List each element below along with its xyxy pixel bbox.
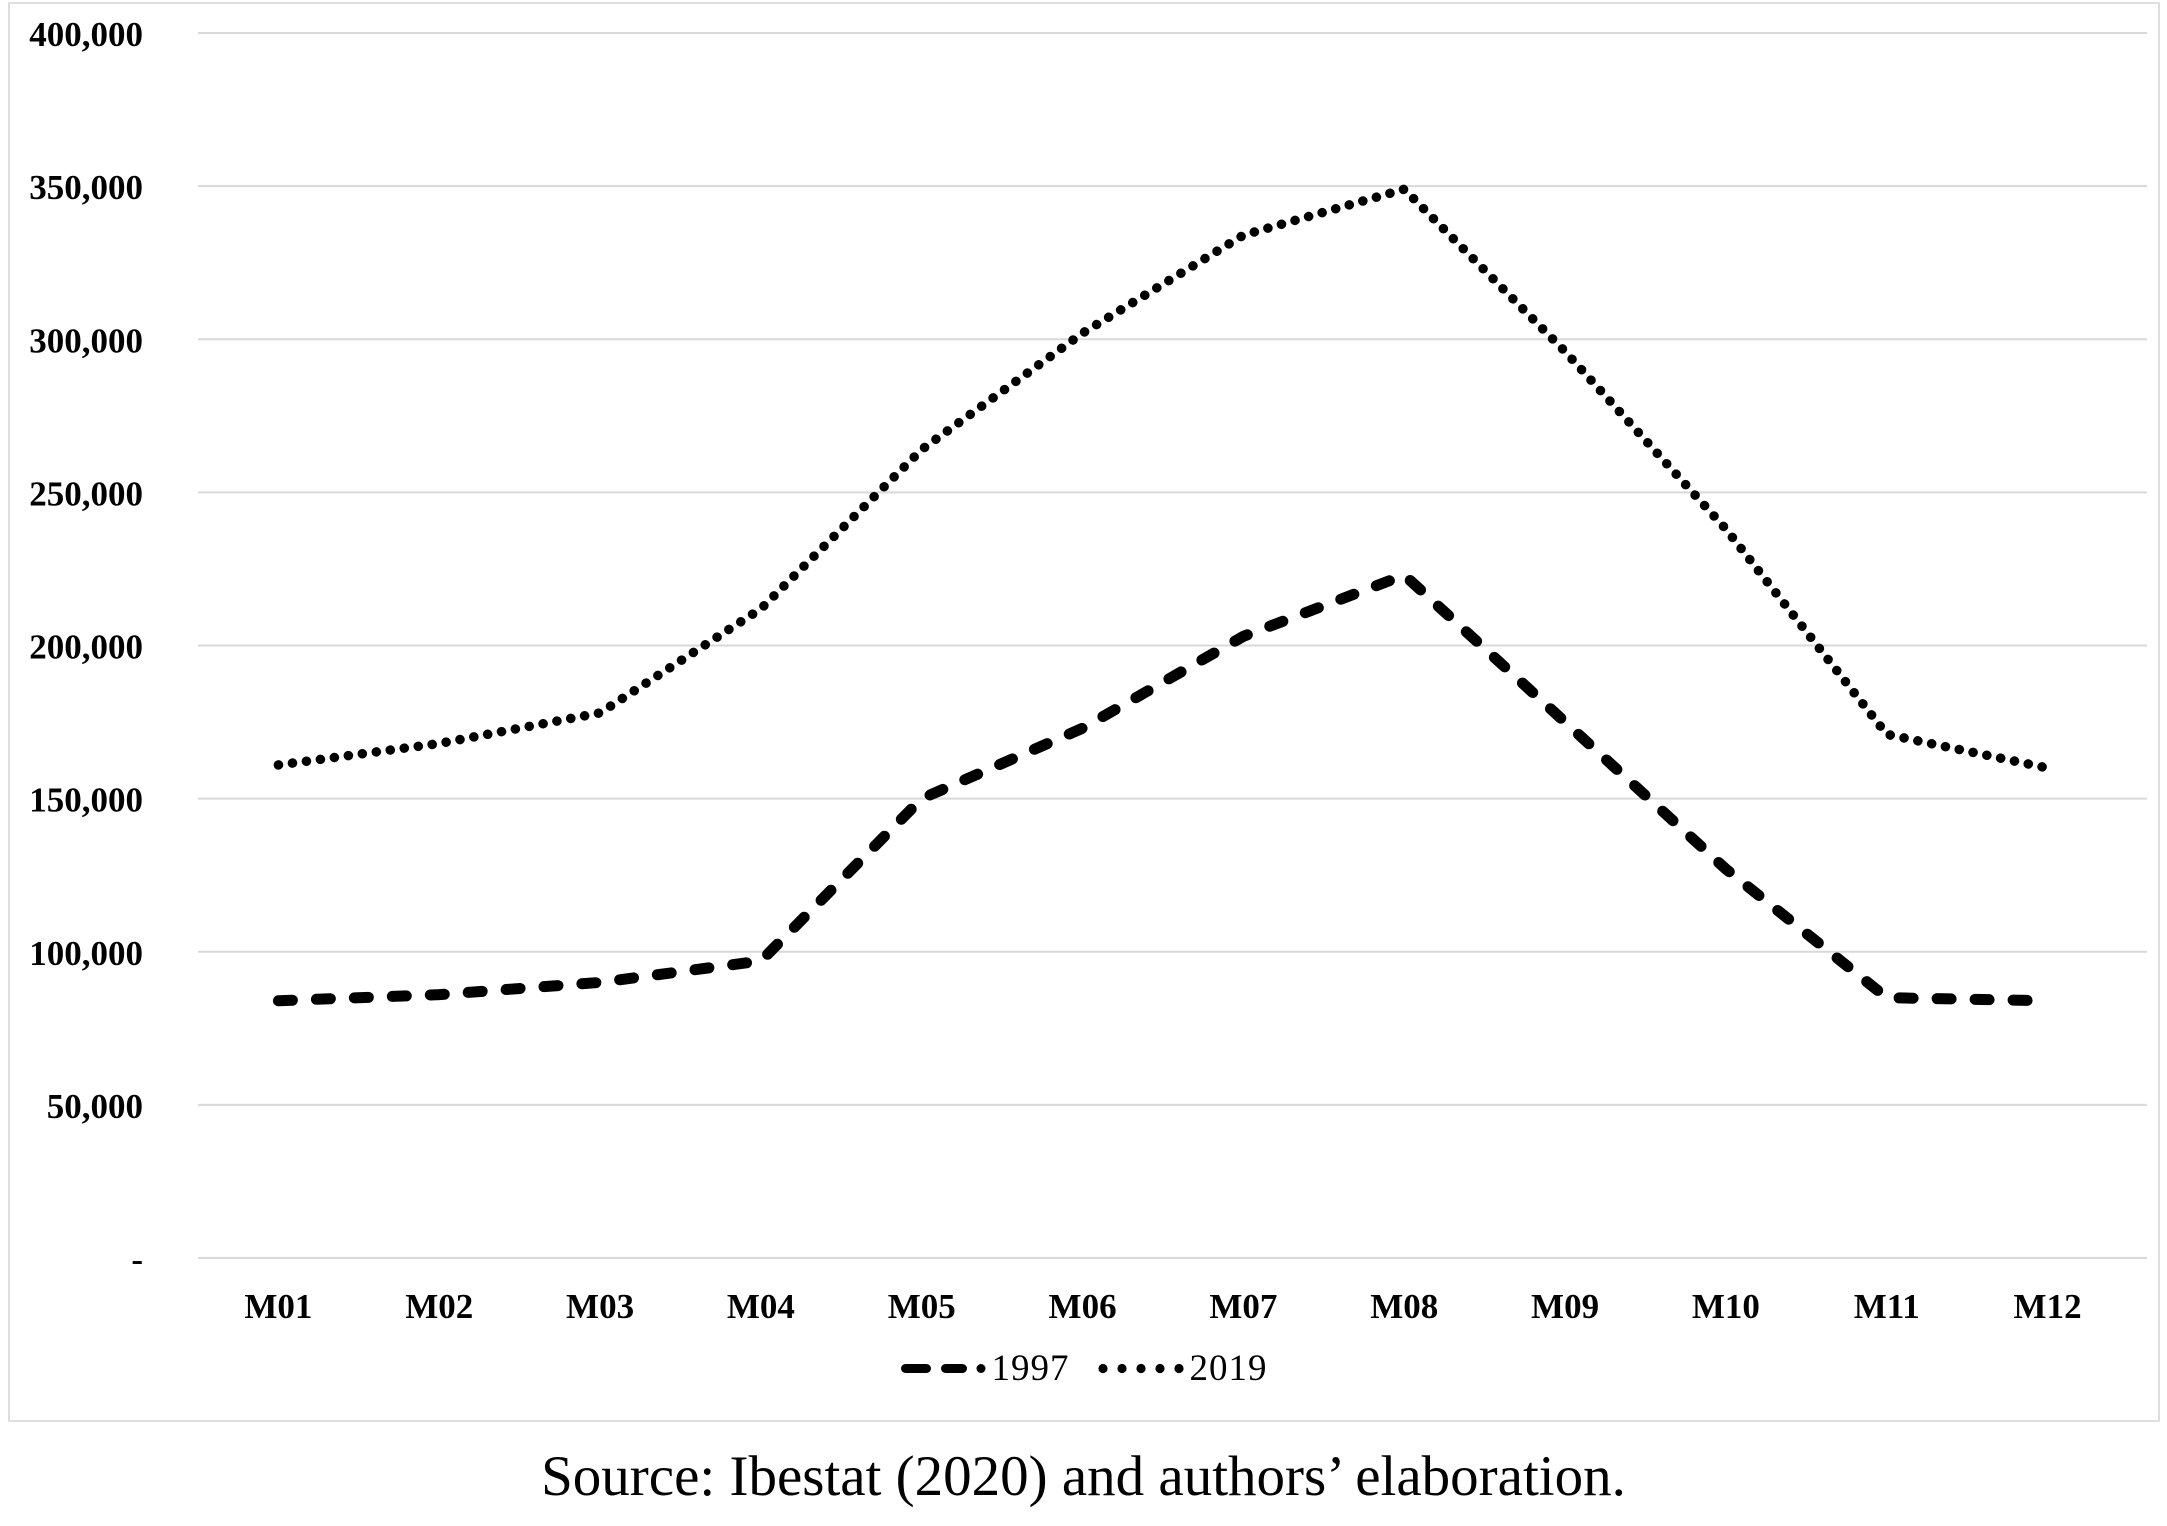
y-tick-label: 150,000 [29, 781, 143, 820]
y-tick-label: 200,000 [29, 628, 143, 667]
y-tick-label: - [131, 1240, 143, 1279]
x-tick-label: M06 [1049, 1287, 1117, 1326]
y-tick-label: 50,000 [47, 1087, 143, 1126]
y-tick-label: 300,000 [29, 321, 143, 360]
y-tick-label: 100,000 [29, 934, 143, 973]
legend: 1997 2019 [0, 1340, 2167, 1396]
legend-item-2019: 2019 [1096, 1347, 1268, 1390]
y-tick-label: 250,000 [29, 474, 143, 513]
legend-item-1997: 1997 [900, 1347, 1070, 1390]
x-tick-label: M10 [1692, 1287, 1760, 1326]
legend-label-2019: 2019 [1189, 1347, 1268, 1389]
x-tick-label: M02 [405, 1287, 473, 1326]
line-chart: - 50,000 100,000 150,000 200,000 250,000 300,0… [29, 15, 2147, 1326]
x-tick-label: M09 [1531, 1287, 1599, 1326]
x-tick-label: M05 [888, 1287, 956, 1326]
series-line-1997 [272, 569, 2054, 1007]
x-tick-label: M01 [244, 1287, 312, 1326]
x-tick-label: M04 [727, 1287, 795, 1326]
dashed-line-icon [900, 1364, 985, 1373]
source-caption: Source: Ibestat (2020) and authors’ elab… [541, 1445, 1626, 1508]
dotted-line-icon [1097, 1363, 1184, 1374]
y-tick-label: 350,000 [29, 168, 143, 207]
x-tick-label: M08 [1370, 1287, 1438, 1326]
x-tick-label: M12 [2014, 1287, 2082, 1326]
x-tick-label: M03 [566, 1287, 634, 1326]
x-tick-label: M11 [1854, 1287, 1920, 1326]
legend-label-1997: 1997 [991, 1347, 1070, 1389]
series-line-2019 [273, 184, 2053, 773]
y-tick-label: 400,000 [29, 15, 143, 54]
x-tick-label: M07 [1209, 1287, 1277, 1326]
